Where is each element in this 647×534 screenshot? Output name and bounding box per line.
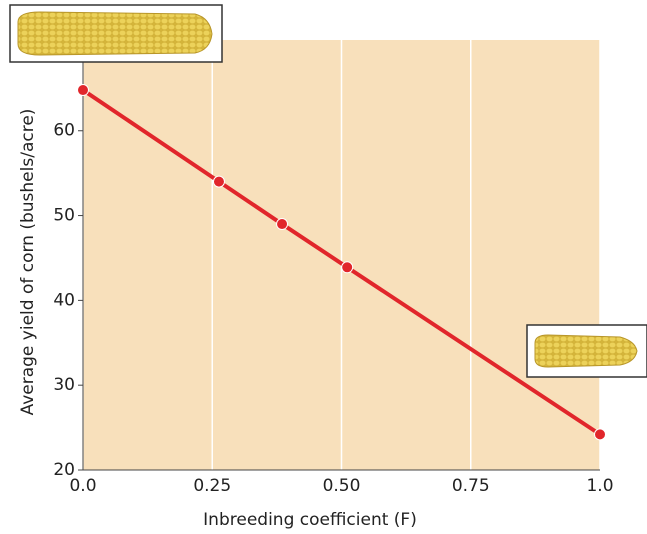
data-point [276,218,289,231]
data-point [341,261,354,274]
x-tick-label: 0.75 [452,476,490,496]
corn-image-small [526,324,647,378]
data-point [212,175,225,188]
y-tick-label: 20 [53,460,75,480]
corn-image-large [9,4,223,63]
x-tick-label: 0.50 [323,476,361,496]
x-tick-label: 1.0 [586,476,613,496]
y-tick-label: 40 [53,290,75,310]
data-point [77,84,89,97]
data-point [594,428,606,441]
y-tick-label: 50 [53,206,75,226]
x-tick-label: 0.25 [193,476,231,496]
y-tick-label: 60 [53,121,75,141]
y-tick-label: 30 [53,375,75,395]
x-axis-label: Inbreeding coefficient (F) [203,510,417,530]
y-axis-label: Average yield of corn (bushels/acre) [18,109,38,416]
x-tick-label: 0.0 [69,476,96,496]
